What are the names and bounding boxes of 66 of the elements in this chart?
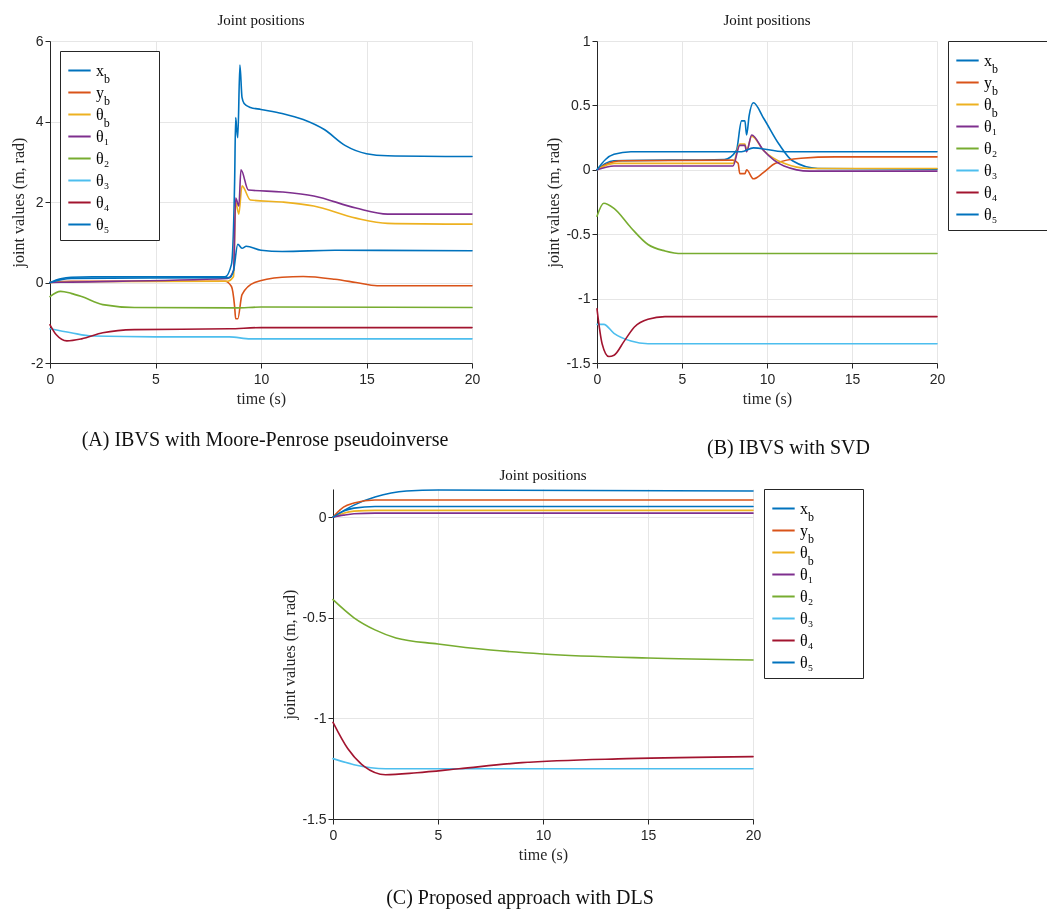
x-tick-label: 5 — [152, 370, 161, 387]
x-tick-label: 20 — [929, 370, 946, 387]
legend-label: θ₃ — [800, 609, 814, 627]
x-tick-label: 0 — [46, 370, 55, 387]
y-tick-label: -1.5 — [302, 810, 327, 827]
legend-label: θ₅ — [984, 205, 998, 223]
y-tick-label: 2 — [35, 193, 44, 210]
chart-title: Joint positions — [723, 12, 811, 28]
legend-label: θ₄ — [984, 183, 998, 201]
x-tick-label: 0 — [329, 826, 338, 843]
x-tick-label: 0 — [593, 370, 602, 387]
text: (C) Proposed approach with DLS — [385, 886, 655, 909]
legend-label: y$_{b}$ — [800, 521, 814, 546]
x-axis-title: time (s) — [518, 845, 569, 864]
legend-label: θ₅ — [96, 215, 110, 233]
x-tick-label: 20 — [464, 370, 481, 387]
y-tick-label: 0 — [582, 161, 591, 178]
legend-label: θ₂ — [96, 149, 110, 167]
x-tick-label: 10 — [253, 370, 270, 387]
legend-label: θ₃ — [96, 171, 110, 189]
y-tick-label: -0.5 — [566, 225, 591, 242]
text: (A) IBVS with Moore-Penrose pseudoinverse — [80, 428, 450, 451]
legend-label: θ$_{b}$ — [800, 543, 814, 568]
y-tick-label: 6 — [35, 32, 44, 49]
legend-label: x$_{b}$ — [984, 51, 998, 76]
x-tick-label: 15 — [844, 370, 861, 387]
y-tick-label: -0.5 — [302, 609, 327, 626]
legend-label: θ₂ — [800, 587, 814, 605]
y-tick-label: 4 — [35, 113, 44, 129]
y-tick-label: -1.5 — [566, 354, 591, 371]
legend-label: θ₂ — [984, 139, 998, 157]
legend-label: x$_{b}$ — [96, 61, 110, 86]
y-tick-label: -2 — [31, 354, 44, 371]
legend-label: x$_{b}$ — [800, 499, 814, 524]
y-tick-label: -1 — [578, 290, 591, 307]
x-tick-label: 5 — [678, 370, 687, 387]
legend-label: θ₄ — [96, 193, 110, 211]
y-axis-title: joint values (m, rad) — [10, 137, 29, 269]
text: (B) IBVS with SVD — [706, 436, 871, 459]
legend-label: θ₃ — [984, 161, 998, 179]
legend-label: θ₄ — [800, 631, 814, 649]
legend-label: θ₅ — [800, 653, 814, 671]
legend-label: y$_{b}$ — [984, 73, 998, 98]
y-tick-label: 0 — [318, 508, 327, 525]
x-tick-label: 15 — [640, 826, 657, 843]
y-tick-label: 0 — [35, 274, 44, 290]
legend-label: θ$_{b}$ — [96, 105, 110, 130]
legend-label: θ₁ — [96, 127, 110, 145]
chart-title: Joint positions — [499, 466, 587, 483]
legend-label: θ$_{b}$ — [984, 95, 998, 120]
x-tick-label: 10 — [759, 370, 776, 387]
x-axis-title: time (s) — [742, 389, 793, 408]
legend-label: θ₁ — [984, 117, 998, 135]
x-tick-label: 10 — [535, 826, 552, 843]
legend-label: y$_{b}$ — [96, 83, 110, 108]
x-axis-title: time (s) — [236, 389, 287, 408]
y-axis-title: joint values (m, rad) — [545, 137, 564, 269]
x-tick-label: 5 — [434, 826, 443, 843]
legend-label: θ₁ — [800, 565, 814, 583]
y-tick-label: 1 — [582, 32, 591, 49]
chart-title: Joint positions — [217, 12, 305, 28]
y-tick-label: 0.5 — [571, 96, 591, 113]
x-tick-label: 15 — [359, 370, 375, 387]
y-axis-title: joint values (m, rad) — [281, 589, 300, 721]
x-tick-label: 20 — [745, 826, 762, 843]
y-tick-label: -1 — [314, 709, 327, 726]
